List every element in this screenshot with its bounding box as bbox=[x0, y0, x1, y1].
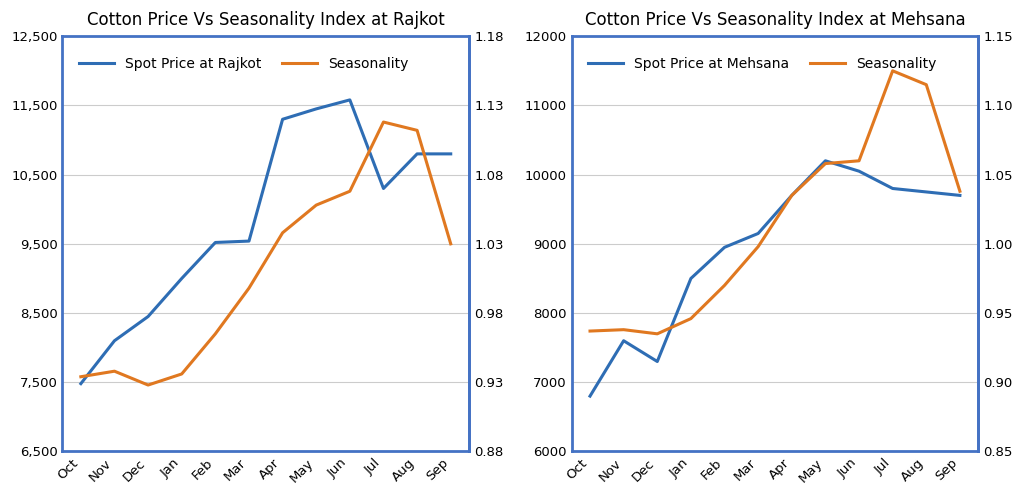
Spot Price at Mehsana bbox=[819, 158, 831, 164]
Spot Price at Rajkot bbox=[310, 106, 323, 112]
Spot Price at Rajkot bbox=[142, 313, 155, 319]
Seasonality bbox=[651, 331, 664, 337]
Spot Price at Mehsana bbox=[584, 393, 596, 399]
Seasonality bbox=[75, 374, 87, 380]
Spot Price at Rajkot bbox=[276, 116, 289, 122]
Spot Price at Mehsana bbox=[752, 231, 764, 237]
Line: Spot Price at Mehsana: Spot Price at Mehsana bbox=[590, 161, 959, 396]
Spot Price at Rajkot bbox=[175, 275, 187, 281]
Spot Price at Rajkot bbox=[109, 338, 121, 344]
Spot Price at Mehsana bbox=[685, 275, 697, 281]
Seasonality bbox=[685, 315, 697, 321]
Line: Seasonality: Seasonality bbox=[590, 71, 959, 334]
Seasonality bbox=[209, 331, 221, 337]
Seasonality bbox=[142, 382, 155, 388]
Seasonality bbox=[719, 282, 731, 288]
Spot Price at Mehsana bbox=[953, 192, 966, 198]
Seasonality bbox=[377, 119, 389, 125]
Line: Seasonality: Seasonality bbox=[81, 122, 451, 385]
Seasonality bbox=[276, 230, 289, 236]
Spot Price at Rajkot bbox=[209, 240, 221, 246]
Spot Price at Mehsana bbox=[719, 245, 731, 250]
Spot Price at Mehsana bbox=[853, 168, 865, 174]
Legend: Spot Price at Mehsana, Seasonality: Spot Price at Mehsana, Seasonality bbox=[583, 52, 942, 76]
Seasonality bbox=[175, 371, 187, 377]
Legend: Spot Price at Rajkot, Seasonality: Spot Price at Rajkot, Seasonality bbox=[74, 52, 414, 76]
Seasonality bbox=[921, 82, 933, 88]
Spot Price at Rajkot bbox=[411, 151, 423, 157]
Seasonality bbox=[444, 241, 457, 247]
Spot Price at Mehsana bbox=[887, 186, 899, 191]
Line: Spot Price at Rajkot: Spot Price at Rajkot bbox=[81, 100, 451, 383]
Spot Price at Rajkot bbox=[344, 97, 356, 103]
Seasonality bbox=[310, 202, 323, 208]
Seasonality bbox=[887, 68, 899, 74]
Spot Price at Mehsana bbox=[617, 338, 630, 344]
Spot Price at Rajkot bbox=[243, 238, 255, 244]
Seasonality bbox=[819, 161, 831, 167]
Seasonality bbox=[584, 328, 596, 334]
Seasonality bbox=[785, 192, 798, 198]
Spot Price at Rajkot bbox=[377, 186, 389, 191]
Spot Price at Rajkot bbox=[75, 380, 87, 386]
Spot Price at Rajkot bbox=[444, 151, 457, 157]
Title: Cotton Price Vs Seasonality Index at Mehsana: Cotton Price Vs Seasonality Index at Meh… bbox=[585, 11, 966, 29]
Seasonality bbox=[953, 188, 966, 194]
Spot Price at Mehsana bbox=[785, 192, 798, 198]
Seasonality bbox=[344, 188, 356, 194]
Spot Price at Mehsana bbox=[651, 359, 664, 365]
Title: Cotton Price Vs Seasonality Index at Rajkot: Cotton Price Vs Seasonality Index at Raj… bbox=[87, 11, 444, 29]
Seasonality bbox=[752, 244, 764, 249]
Seasonality bbox=[411, 127, 423, 133]
Seasonality bbox=[853, 158, 865, 164]
Seasonality bbox=[109, 368, 121, 374]
Seasonality bbox=[617, 327, 630, 333]
Seasonality bbox=[243, 285, 255, 291]
Spot Price at Mehsana bbox=[921, 189, 933, 195]
